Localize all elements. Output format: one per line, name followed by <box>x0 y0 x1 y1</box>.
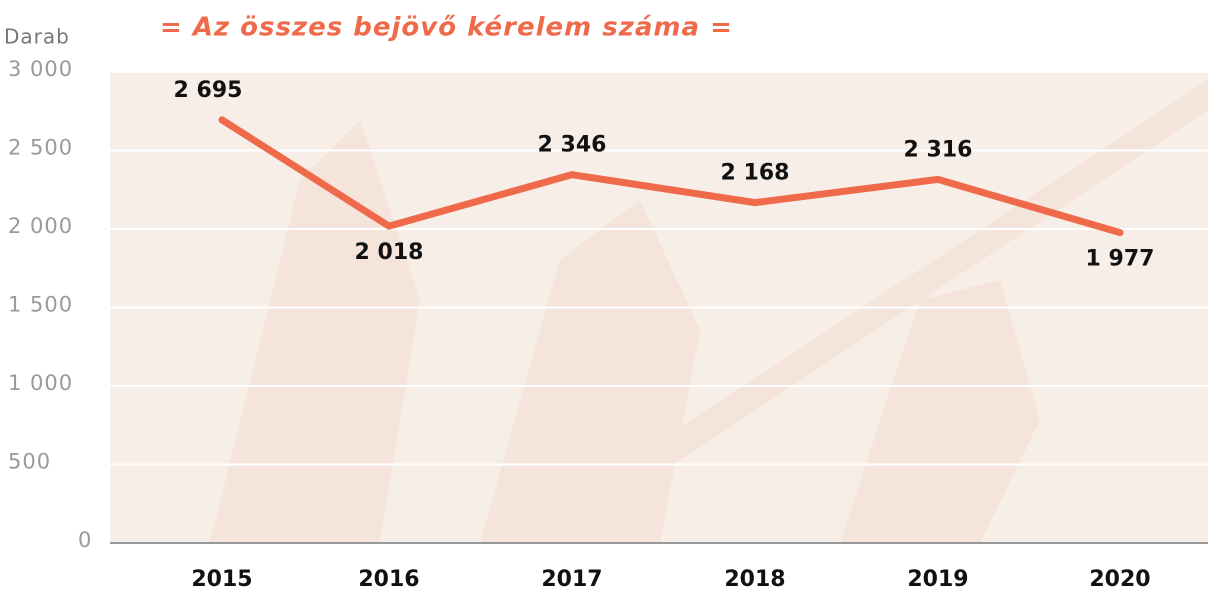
x-tick-label: 2017 <box>541 567 602 592</box>
y-tick-label: 2 500 <box>8 136 73 160</box>
value-label: 2 168 <box>721 161 790 186</box>
y-tick-label: 1 000 <box>8 371 73 395</box>
value-label: 2 695 <box>174 78 243 103</box>
x-tick-label: 2015 <box>191 567 252 592</box>
y-tick-label: 3 000 <box>8 57 73 81</box>
y-axis-label: Darab <box>4 25 70 49</box>
value-label: 2 018 <box>355 240 424 265</box>
x-tick-label: 2016 <box>358 567 419 592</box>
x-tick-label: 2019 <box>907 567 968 592</box>
value-label: 2 346 <box>538 133 607 158</box>
value-label: 2 316 <box>904 137 973 162</box>
y-tick-label: 500 <box>8 450 51 474</box>
chart-title: = Az összes bejövő kérelem száma = <box>160 13 733 43</box>
y-tick-label: 1 500 <box>8 293 73 317</box>
value-label: 1 977 <box>1086 247 1155 272</box>
x-tick-label: 2020 <box>1089 567 1150 592</box>
chart: Darab = Az összes bejövő kérelem száma =… <box>0 0 1208 595</box>
y-tick-label: 2 000 <box>8 214 73 238</box>
y-tick-label: 0 <box>78 528 92 552</box>
x-tick-label: 2018 <box>724 567 785 592</box>
